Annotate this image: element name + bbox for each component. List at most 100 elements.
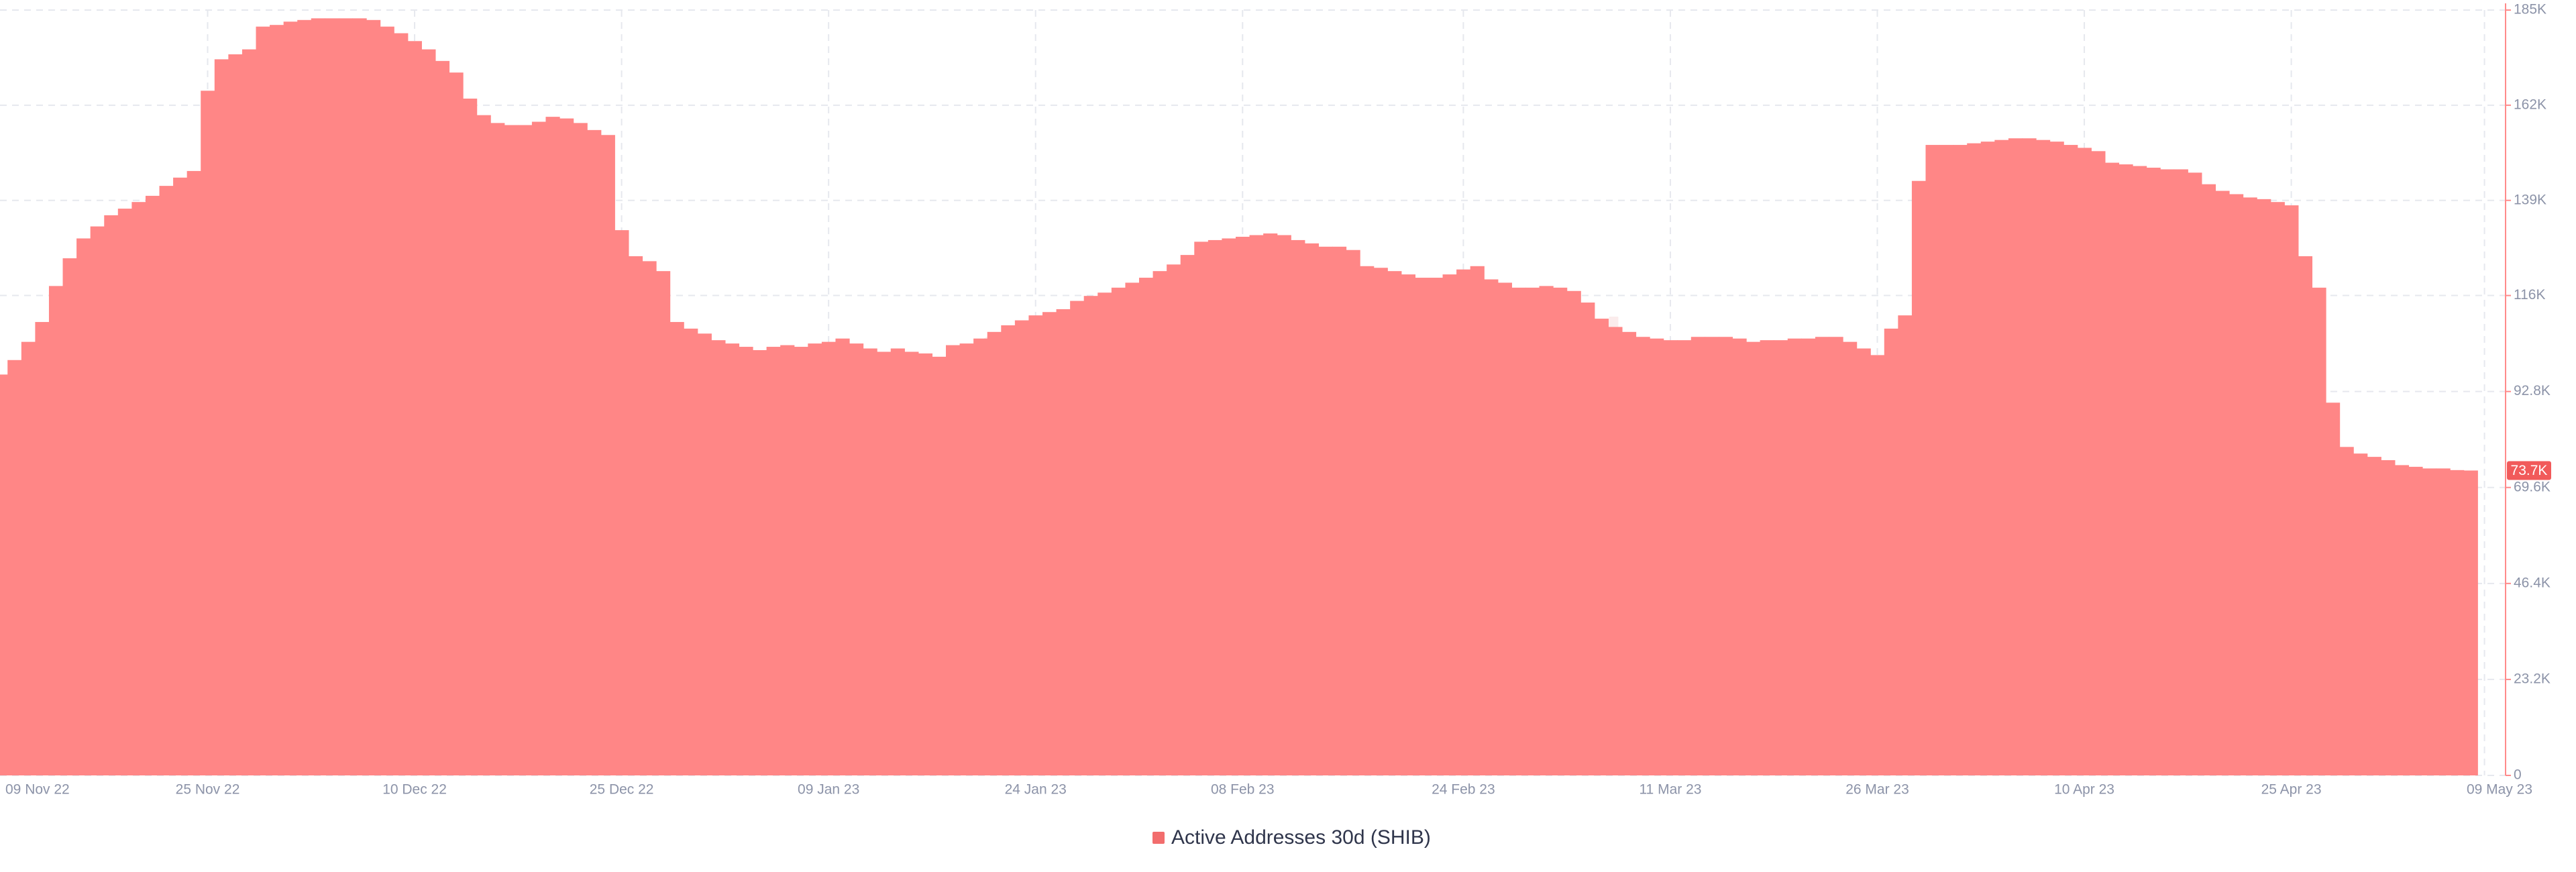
- bar: [214, 59, 229, 776]
- bar: [587, 129, 602, 775]
- bar: [297, 19, 312, 776]
- bar: [1539, 286, 1554, 775]
- bar: [490, 123, 505, 776]
- bar: [2326, 402, 2341, 775]
- bar: [1415, 278, 1430, 775]
- bar: [1884, 328, 1898, 775]
- bar: [1774, 340, 1788, 776]
- bar: [766, 347, 781, 775]
- bar: [504, 125, 519, 775]
- bar: [1497, 282, 1512, 775]
- bar: [1925, 145, 1940, 776]
- x-tick-label: 11 Mar 23: [1639, 782, 1701, 798]
- bar: [545, 117, 560, 776]
- bar: [2270, 202, 2285, 775]
- bar: [1705, 337, 1719, 776]
- bar: [1373, 268, 1388, 775]
- bar: [1663, 340, 1678, 776]
- bar: [463, 98, 478, 775]
- bar: [173, 177, 188, 775]
- bar: [228, 54, 243, 776]
- bar: [48, 286, 64, 775]
- bar: [1304, 243, 1320, 775]
- bar: [1760, 340, 1774, 776]
- bar: [1732, 338, 1747, 776]
- bar: [1291, 239, 1305, 775]
- bar: [2008, 138, 2023, 776]
- bar: [407, 41, 422, 776]
- bar: [946, 345, 961, 775]
- bar: [724, 343, 740, 775]
- x-tick-label: 09 May 23: [2467, 782, 2532, 798]
- bar: [1056, 309, 1071, 775]
- bar: [2450, 470, 2465, 775]
- bar: [35, 322, 50, 775]
- bar: [2201, 184, 2216, 775]
- x-tick-label: 24 Jan 23: [1005, 782, 1067, 798]
- bar: [642, 261, 657, 775]
- bar: [918, 353, 933, 775]
- bar: [449, 72, 464, 776]
- bar: [1208, 239, 1223, 775]
- bar: [1456, 269, 1471, 775]
- bar: [159, 186, 174, 776]
- y-tick-label: 46.4K: [2514, 575, 2551, 590]
- bar: [932, 356, 947, 775]
- bar: [2077, 148, 2092, 775]
- x-tick-label: 26 Mar 23: [1845, 782, 1909, 798]
- bar: [1621, 331, 1637, 775]
- y-tick-label: 139K: [2514, 192, 2546, 207]
- bar: [1787, 338, 1802, 776]
- bar: [2133, 166, 2147, 775]
- bar: [104, 215, 119, 775]
- bar: [2243, 197, 2257, 775]
- bar: [2353, 453, 2368, 775]
- bar: [90, 226, 105, 775]
- y-tick-label: 92.8K: [2514, 383, 2551, 398]
- bar: [1953, 145, 1968, 776]
- bar: [338, 18, 354, 776]
- y-tick-label: 185K: [2514, 2, 2546, 17]
- bar: [2284, 205, 2299, 775]
- bar: [1014, 320, 1030, 775]
- bar: [201, 91, 215, 775]
- bar: [2146, 167, 2161, 776]
- bar: [1028, 315, 1043, 775]
- bar: [1980, 142, 1995, 775]
- bar: [973, 338, 988, 776]
- bar: [2063, 145, 2078, 776]
- bar: [21, 341, 36, 775]
- bar: [352, 18, 367, 776]
- bar: [614, 230, 629, 775]
- current-value-tag: [2507, 461, 2551, 480]
- bar: [849, 343, 864, 775]
- y-tick-label: 0: [2514, 767, 2522, 783]
- bar: [1138, 278, 1154, 775]
- bar: [311, 18, 325, 776]
- bar: [1829, 337, 1843, 776]
- bar: [1125, 282, 1140, 775]
- bar: [1525, 287, 1540, 776]
- bar: [1194, 241, 1209, 775]
- bar: [7, 360, 22, 775]
- bar: [711, 340, 726, 776]
- bar: [573, 123, 588, 776]
- bar: [1843, 341, 1858, 775]
- bar: [2215, 190, 2230, 775]
- bar: [2229, 194, 2244, 775]
- bar: [2091, 151, 2106, 775]
- bar: [62, 258, 77, 775]
- bar: [600, 135, 615, 775]
- bar: [1222, 238, 1236, 776]
- bar: [1442, 274, 1457, 776]
- bar: [1346, 250, 1360, 775]
- bar: [821, 341, 837, 775]
- legend-label: Active Addresses 30d (SHIB): [1171, 826, 1431, 849]
- bar: [366, 19, 381, 776]
- bar: [2408, 466, 2423, 775]
- bar: [1083, 296, 1098, 775]
- bar: [1746, 341, 1761, 775]
- bar: [559, 118, 574, 775]
- bar: [2339, 447, 2354, 775]
